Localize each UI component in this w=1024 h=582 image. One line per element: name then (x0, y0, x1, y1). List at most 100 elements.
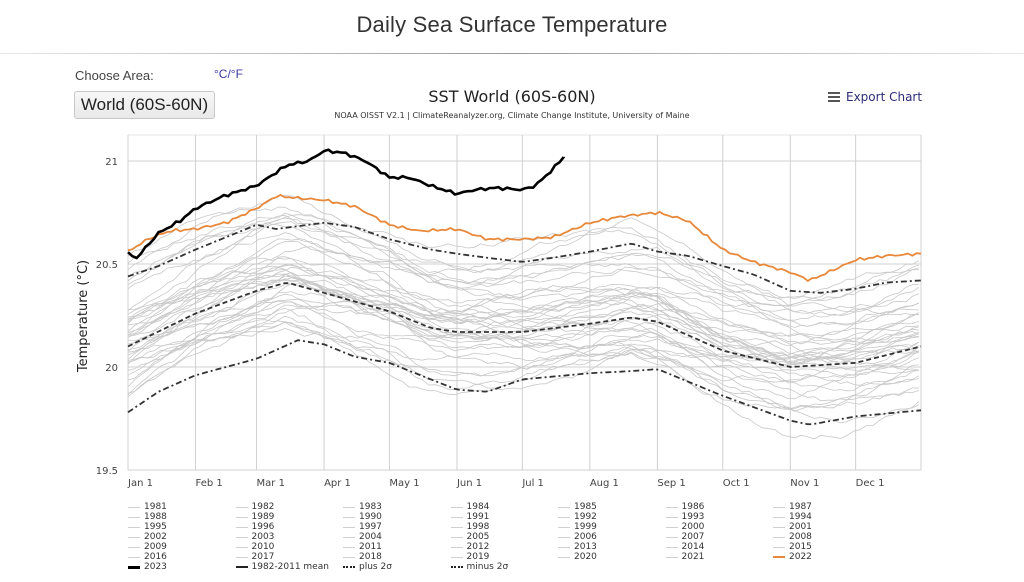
series-line-2008 (127, 291, 919, 359)
legend-swatch (558, 556, 570, 558)
legend-label: 2002 (144, 532, 167, 542)
legend-label: 2023 (144, 562, 167, 572)
legend-label: 2006 (574, 532, 597, 542)
legend-item-2012[interactable]: 2012 (450, 542, 559, 552)
y-tick-label: 20.5 (96, 260, 118, 271)
legend-swatch (450, 516, 463, 518)
legend-item-2010[interactable]: 2010 (235, 542, 344, 552)
legend-item-minus-2-[interactable]: minus 2σ (450, 562, 559, 572)
legend-label: 2003 (251, 532, 275, 542)
series-line-2023 (127, 148, 566, 260)
legend-item-1990[interactable]: 1990 (343, 512, 451, 522)
legend-item-2000[interactable]: 2000 (665, 522, 774, 532)
legend-swatch (773, 526, 785, 528)
legend-label: 1995 (144, 522, 167, 532)
area-select-button[interactable]: World (60S-60N) (74, 91, 215, 119)
legend-item-2018[interactable]: 2018 (343, 552, 451, 562)
legend-item-1988[interactable]: 1988 (128, 512, 236, 522)
export-chart-button[interactable]: Export Chart (828, 90, 922, 104)
legend-swatch (665, 556, 678, 558)
legend-item-2001[interactable]: 2001 (773, 522, 881, 532)
legend-item-1985[interactable]: 1985 (558, 502, 666, 512)
legend-item-2014[interactable]: 2014 (665, 542, 774, 552)
legend-swatch (128, 556, 140, 558)
legend-item-2011[interactable]: 2011 (343, 542, 451, 552)
legend-item-1994[interactable]: 1994 (773, 512, 881, 522)
legend-label: 2018 (359, 552, 382, 562)
series-line-2021 (127, 217, 919, 301)
legend-item-1999[interactable]: 1999 (558, 522, 666, 532)
legend-item-2009[interactable]: 2009 (128, 542, 236, 552)
x-tick-label: Sep 1 (657, 478, 685, 489)
legend-swatch (343, 506, 355, 508)
legend-item-1981[interactable]: 1981 (128, 502, 236, 512)
legend-label: 1981 (144, 502, 167, 512)
page-title: Daily Sea Surface Temperature (356, 12, 668, 37)
legend-swatch (235, 526, 248, 528)
legend-item-1991[interactable]: 1991 (450, 512, 559, 522)
legend-item-1986[interactable]: 1986 (665, 502, 774, 512)
legend-label: 1992 (574, 512, 597, 522)
legend-item-1982[interactable]: 1982 (235, 502, 344, 512)
x-tick-label: Feb 1 (196, 478, 223, 489)
legend-label: 2015 (789, 542, 812, 552)
legend-label: 2010 (251, 542, 275, 552)
series-line-2013 (127, 241, 920, 363)
legend-item-plus-2-[interactable]: plus 2σ (343, 562, 451, 572)
legend-item-1993[interactable]: 1993 (665, 512, 774, 522)
legend-item-2020[interactable]: 2020 (558, 552, 666, 562)
chart-subtitle: NOAA OISST V2.1 | ClimateReanalyzer.org,… (334, 111, 690, 120)
legend-item-1987[interactable]: 1987 (773, 502, 881, 512)
series-line-1982-2011-mean (127, 282, 922, 368)
legend-swatch (450, 506, 463, 508)
legend-item-2016[interactable]: 2016 (128, 552, 236, 562)
series-line-2003 (127, 264, 919, 361)
legend-item-1982-2011-mean[interactable]: 1982-2011 mean (235, 562, 344, 572)
chart-legend: 1981 1982 1983 1984 1985 1986 1987 1988 1989 1990… (128, 502, 881, 572)
legend-label: 2022 (789, 552, 812, 562)
legend-swatch (558, 506, 570, 508)
y-tick-label: 19.5 (96, 466, 118, 477)
legend-item-1983[interactable]: 1983 (343, 502, 451, 512)
legend-item-2003[interactable]: 2003 (235, 532, 344, 542)
legend-item-1998[interactable]: 1998 (450, 522, 559, 532)
series-line-2006 (127, 264, 919, 347)
legend-item-2004[interactable]: 2004 (343, 532, 451, 542)
legend-item-2013[interactable]: 2013 (558, 542, 666, 552)
series-line-1991 (127, 327, 919, 383)
unit-toggle-link[interactable]: °C/°F (214, 67, 243, 81)
legend-item-2006[interactable]: 2006 (558, 532, 666, 542)
legend-label: 1991 (466, 512, 490, 522)
legend-item-2007[interactable]: 2007 (665, 532, 774, 542)
legend-label: 1982 (251, 502, 275, 512)
series-line-2007 (127, 278, 919, 365)
legend-item-2015[interactable]: 2015 (773, 542, 881, 552)
legend-item-2021[interactable]: 2021 (665, 552, 774, 562)
export-chart-label: Export Chart (846, 90, 923, 104)
legend-swatch (343, 526, 355, 528)
legend-item-1997[interactable]: 1997 (343, 522, 451, 532)
legend-item-1996[interactable]: 1996 (235, 522, 344, 532)
legend-item-2005[interactable]: 2005 (450, 532, 559, 542)
legend-item-2023[interactable]: 2023 (128, 562, 236, 572)
legend-item-2008[interactable]: 2008 (773, 532, 881, 542)
legend-item-1995[interactable]: 1995 (128, 522, 236, 532)
x-tick-label: Aug 1 (590, 478, 619, 489)
legend-swatch (343, 546, 355, 548)
background-year-lines (127, 195, 920, 440)
legend-label: plus 2σ (359, 562, 392, 572)
legend-swatch (665, 536, 678, 538)
legend-item-1984[interactable]: 1984 (450, 502, 559, 512)
series-line-2009 (127, 266, 919, 341)
chart-title: SST World (60S-60N) (428, 87, 596, 106)
legend-swatch (665, 546, 678, 548)
legend-item-1992[interactable]: 1992 (558, 512, 666, 522)
axes: 19.5 20 20.5 21 Jan 1 Feb 1 Mar 1 Apr 1 May 1 Jun… (96, 157, 885, 489)
legend-item-1989[interactable]: 1989 (235, 512, 344, 522)
legend-item-2017[interactable]: 2017 (235, 552, 344, 562)
series-line-2011 (127, 272, 919, 370)
legend-item-2022[interactable]: 2022 (773, 552, 881, 562)
legend-item-2002[interactable]: 2002 (128, 532, 236, 542)
legend-item-2019[interactable]: 2019 (450, 552, 559, 562)
legend-swatch (558, 516, 570, 518)
